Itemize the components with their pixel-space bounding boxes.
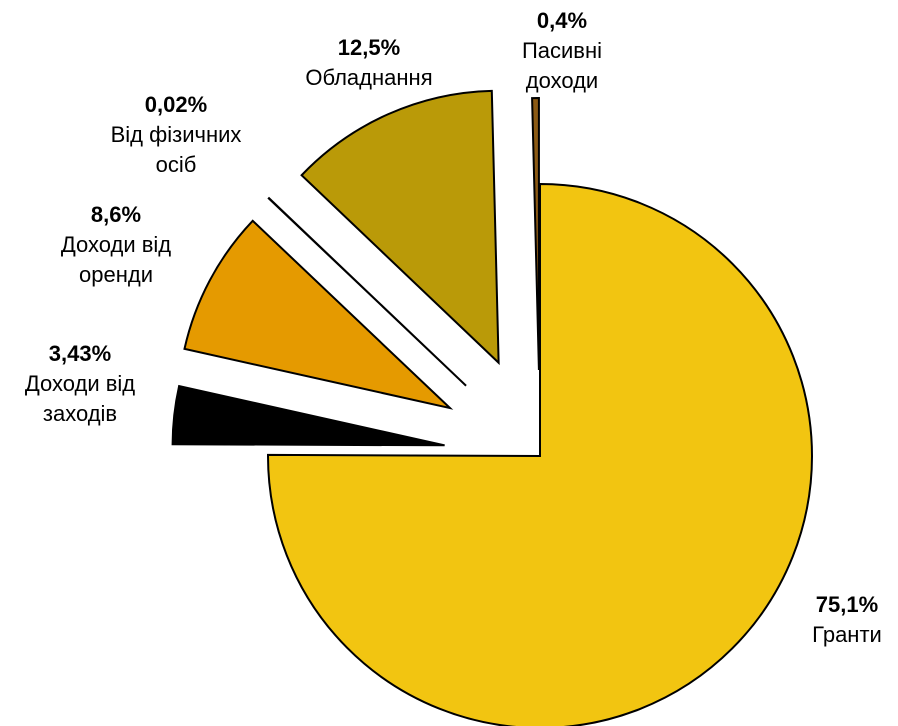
slice-category-label: Пасивні	[522, 38, 602, 63]
pie-slice	[183, 219, 454, 410]
slice-category-label: Гранти	[812, 622, 882, 647]
pie-slice	[266, 182, 813, 726]
pie-slice	[300, 89, 500, 366]
slice-label: 0,02% Від фізичних осіб	[111, 92, 242, 177]
slice-percent-label: 0,02%	[145, 92, 207, 117]
pie-slice	[267, 196, 467, 387]
slice-category-label: Доходи від	[25, 371, 135, 396]
slice-percent-label: 12,5%	[338, 35, 400, 60]
slice-percent-label: 3,43%	[49, 341, 111, 366]
slice-label: 0,4% Пасивні доходи	[522, 8, 602, 93]
slice-percent-label: 0,4%	[537, 8, 587, 33]
slice-category-label: осіб	[156, 152, 197, 177]
slice-label: 3,43% Доходи від заходів	[25, 341, 135, 426]
slice-category-label: оренди	[79, 262, 153, 287]
slice-label: 75,1% Гранти	[812, 592, 882, 647]
slice-label: 8,6% Доходи від оренди	[61, 202, 171, 287]
slice-category-label: Від фізичних	[111, 122, 242, 147]
slice-percent-label: 8,6%	[91, 202, 141, 227]
slice-category-label: Обладнання	[305, 65, 432, 90]
slice-label: 12,5% Обладнання	[305, 35, 432, 90]
pie-slice	[531, 97, 540, 371]
slice-percent-label: 75,1%	[816, 592, 878, 617]
slice-category-label: Доходи від	[61, 232, 171, 257]
slice-category-label: заходів	[43, 401, 117, 426]
pie-slice	[171, 384, 445, 447]
slice-category-label: доходи	[526, 68, 598, 93]
pie-slices	[171, 89, 813, 726]
pie-labels: 75,1% Гранти 3,43% Доходи від заходів 8,6% Дох…	[25, 8, 882, 647]
